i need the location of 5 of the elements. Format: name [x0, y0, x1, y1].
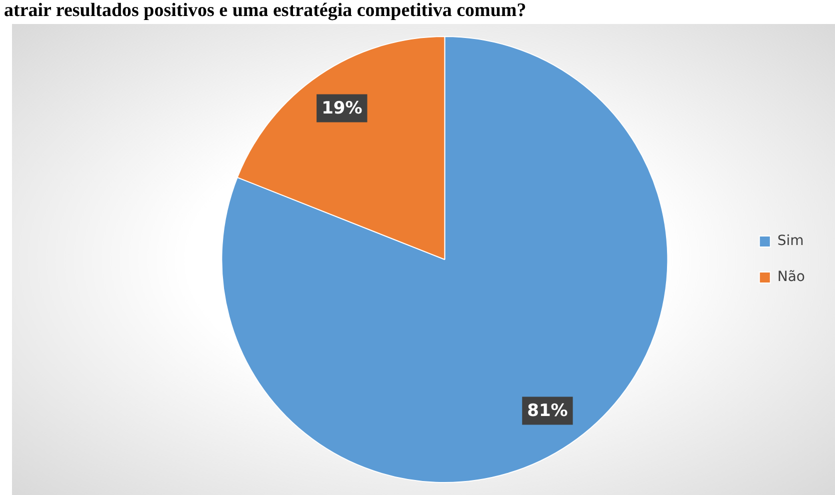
- chart-title: atrair resultados positivos e uma estratégia competitiva comum?: [3, 0, 528, 23]
- legend-label: Não: [777, 269, 806, 286]
- legend-label: Sim: [777, 233, 804, 250]
- data-label: 19%: [322, 98, 362, 119]
- data-label: 81%: [527, 401, 568, 422]
